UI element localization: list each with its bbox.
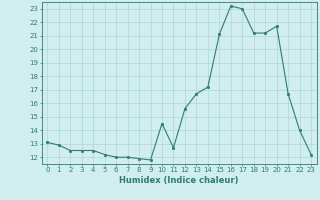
X-axis label: Humidex (Indice chaleur): Humidex (Indice chaleur) (119, 176, 239, 185)
